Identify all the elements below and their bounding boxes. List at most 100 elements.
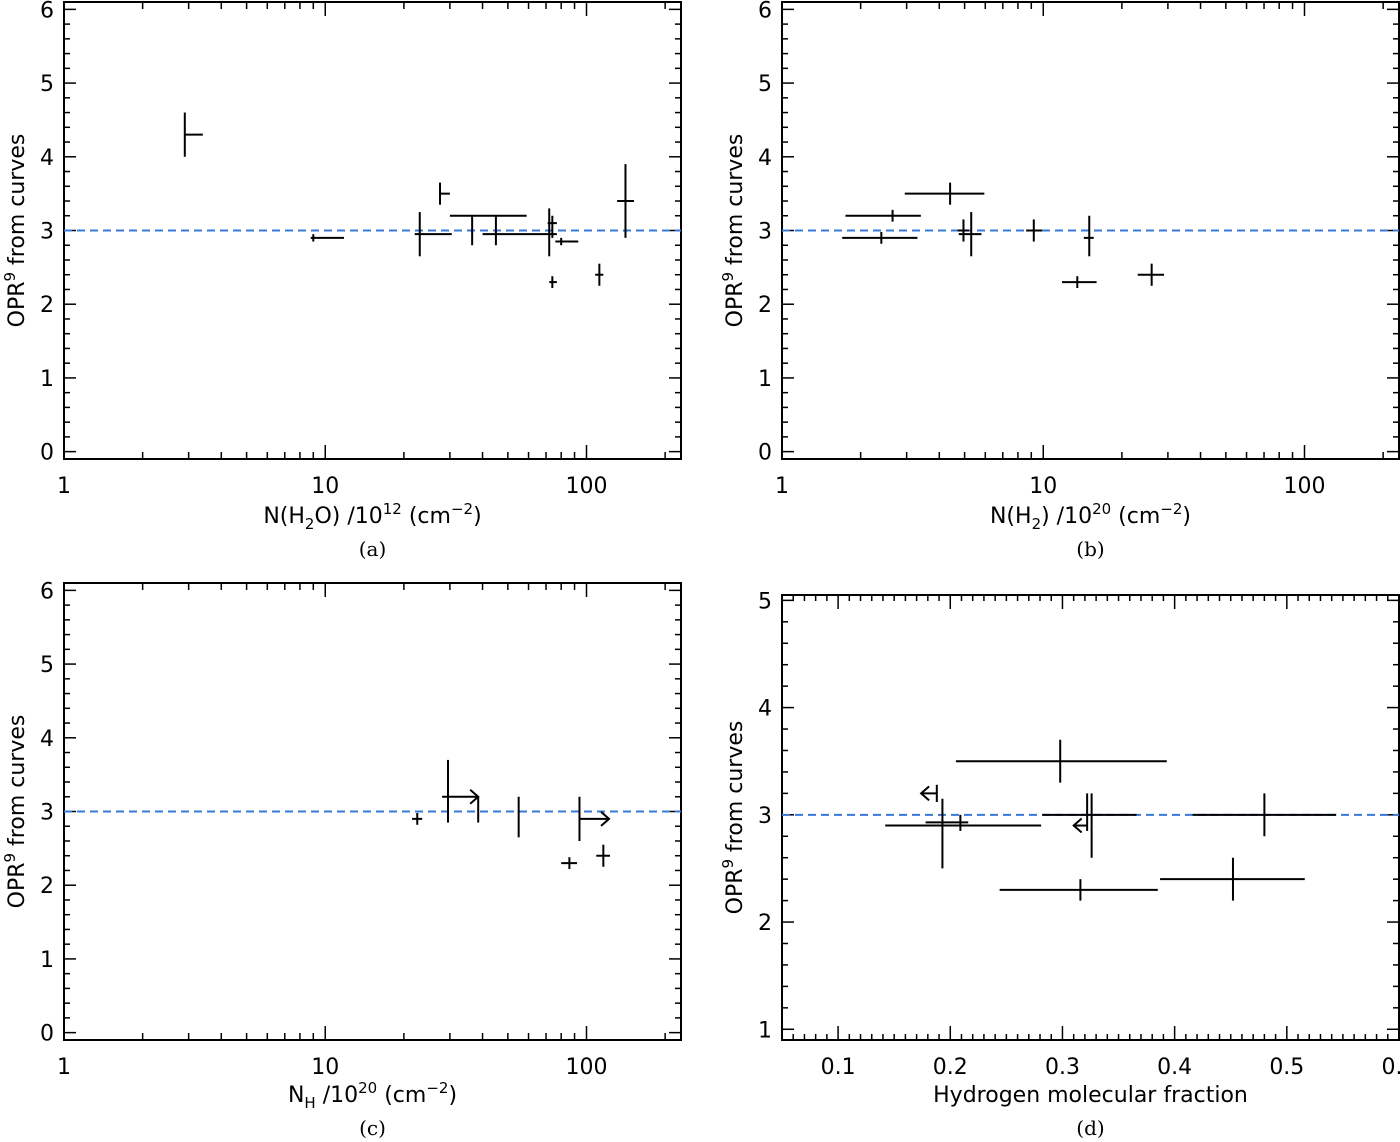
data-point-c-7	[596, 844, 610, 867]
y-axis-label-a: OPR9 from curves	[1, 134, 30, 328]
y-axis-label-d: OPR9 from curves	[719, 721, 748, 915]
data-point-a-11	[617, 164, 635, 238]
x-axis-label-part: (cm	[1111, 504, 1160, 529]
data-point-a-5	[449, 214, 527, 246]
y-tick-label: 5	[40, 653, 54, 678]
panel-caption-d: (d)	[1076, 1116, 1104, 1140]
data-point-a-8	[549, 276, 557, 288]
x-tick-label: 0.5	[1269, 1055, 1304, 1080]
y-axis-label-part: from curves	[723, 134, 748, 272]
y-tick-label: 3	[40, 801, 54, 826]
y-tick-label: 3	[758, 804, 772, 829]
y-tick-label: 4	[758, 697, 772, 722]
y-tick-label: 2	[758, 293, 772, 318]
data-point-b-1	[845, 209, 921, 222]
limit-arrow-c-0	[447, 789, 480, 805]
y-tick-label: 0	[758, 441, 772, 466]
data-point-b-3	[957, 219, 970, 242]
y-axis-label-b: OPR9 from curves	[719, 134, 748, 328]
y-tick-label: 1	[758, 367, 772, 392]
y-tick-label: 1	[758, 1018, 772, 1043]
y-tick-label: 1	[40, 367, 54, 392]
y-tick-label: 3	[758, 220, 772, 245]
data-point-b-5	[1026, 219, 1043, 242]
panel-caption-b: (b)	[1076, 537, 1104, 561]
data-point-a-6	[482, 208, 557, 257]
x-tick-label: 10	[1029, 474, 1057, 499]
x-axis-label-part: /10	[316, 1083, 358, 1108]
y-tick-label: 5	[758, 72, 772, 97]
x-axis-label-part: )	[1182, 504, 1191, 529]
limit-arrow-c-1	[579, 811, 611, 827]
plot-frame-d	[781, 594, 1400, 1041]
y-tick-label: 0	[40, 441, 54, 466]
data-point-a-9	[555, 237, 579, 246]
y-axis-label-part: from curves	[5, 134, 30, 272]
y-tick-label: 4	[758, 146, 772, 171]
data-point-d-3	[925, 814, 969, 831]
x-tick-label: 100	[565, 1055, 607, 1080]
x-axis-label-a: N(H2O) /1012 (cm−2)	[263, 500, 481, 533]
y-tick-label: 1	[40, 948, 54, 973]
x-axis-label-part: N(H	[990, 504, 1032, 529]
y-tick-label: 4	[40, 146, 54, 171]
y-axis-label-part: 9	[719, 859, 737, 869]
y-axis-label-part: from curves	[5, 715, 30, 853]
x-axis-label-part: −2	[1160, 500, 1182, 518]
x-axis-label-part: (cm	[377, 1083, 426, 1108]
y-tick-label: 3	[40, 220, 54, 245]
data-point-b-7	[1062, 276, 1097, 288]
x-tick-label: 0.1	[821, 1055, 856, 1080]
x-tick-label: 1	[775, 474, 789, 499]
data-point-a-1	[310, 234, 345, 242]
y-axis-label-part: OPR	[723, 281, 748, 327]
x-axis-label-part: 12	[383, 500, 402, 518]
x-axis-label-c: NH /1020 (cm−2)	[288, 1079, 457, 1112]
arrow-head	[919, 785, 930, 802]
data-point-b-2	[904, 182, 985, 205]
y-axis-label-part: OPR	[5, 281, 30, 327]
data-point-b-8	[1137, 263, 1165, 286]
x-tick-label: 0.3	[1045, 1055, 1080, 1080]
data-point-a-2	[414, 212, 452, 257]
x-axis-label-part: 20	[1092, 500, 1111, 518]
data-point-c-6	[561, 857, 578, 869]
data-point-d-2	[885, 798, 1042, 869]
y-tick-label: 5	[758, 589, 772, 614]
y-tick-label: 0	[40, 1022, 54, 1047]
y-axis-label-c: OPR9 from curves	[1, 715, 30, 909]
x-axis-label-part: )	[473, 504, 482, 529]
x-tick-label: 0.4	[1157, 1055, 1192, 1080]
y-axis-label-part: from curves	[723, 721, 748, 859]
x-tick-label: 100	[565, 474, 607, 499]
data-point-b-4	[958, 212, 982, 257]
x-tick-label: 10	[311, 1055, 339, 1080]
y-tick-label: 4	[40, 727, 54, 752]
y-axis-label-part: 9	[1, 272, 19, 282]
y-tick-label: 2	[40, 293, 54, 318]
data-point-d-6	[1192, 793, 1337, 837]
x-axis-label-part: ) /10	[1041, 504, 1092, 529]
data-point-c-0	[412, 812, 423, 825]
x-axis-label-part: 20	[358, 1079, 377, 1097]
y-tick-label: 2	[40, 874, 54, 899]
y-tick-label: 6	[40, 579, 54, 604]
x-tick-label: 1	[57, 474, 71, 499]
x-axis-label-part: 2	[1032, 515, 1042, 533]
data-point-a-3	[439, 182, 450, 205]
x-tick-label: 1	[57, 1055, 71, 1080]
x-axis-label-part: H	[304, 1094, 315, 1112]
y-tick-label: 6	[758, 0, 772, 23]
x-axis-label-part: )	[448, 1083, 457, 1108]
x-axis-label-part: −2	[451, 500, 473, 518]
y-tick-label: 6	[40, 0, 54, 23]
x-axis-label-part: O) /10	[314, 504, 382, 529]
x-axis-label-part: N(H	[263, 504, 305, 529]
y-tick-label: 2	[758, 911, 772, 936]
limit-arrow-d-0	[919, 785, 937, 802]
x-axis-label-part: Hydrogen molecular fraction	[933, 1083, 1248, 1108]
data-point-d-8	[1160, 857, 1305, 901]
x-axis-label-part: N	[288, 1083, 304, 1108]
